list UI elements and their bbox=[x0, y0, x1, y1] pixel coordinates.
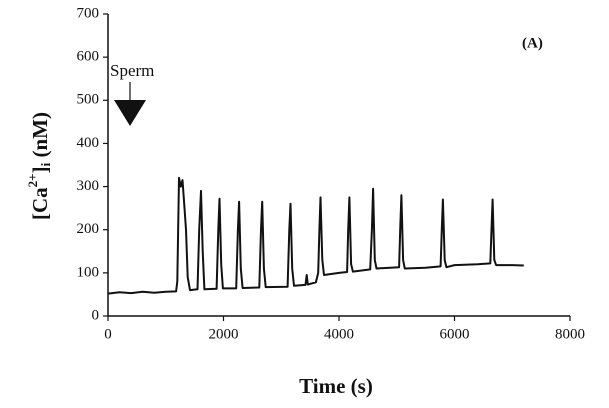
y-tick-label: 300 bbox=[77, 178, 100, 194]
y-tick-label: 0 bbox=[92, 307, 100, 323]
y-axis-label: [Ca2+]i (nM) bbox=[25, 112, 53, 220]
y-label-sub: i bbox=[38, 162, 53, 166]
y-label-part: ] bbox=[28, 166, 52, 173]
panel-label: (A) bbox=[522, 35, 543, 51]
y-tick-label: 100 bbox=[77, 264, 100, 280]
y-tick-label: 200 bbox=[77, 221, 100, 237]
data-line bbox=[107, 176, 524, 295]
y-tick-label: 600 bbox=[77, 49, 100, 65]
x-tick-label: 2000 bbox=[209, 326, 239, 342]
y-label-part: [Ca bbox=[28, 187, 52, 220]
x-tick-label: 6000 bbox=[440, 326, 470, 342]
y-tick-label: 700 bbox=[77, 5, 100, 21]
x-axis-label: Time (s) bbox=[299, 374, 373, 398]
arrow-head bbox=[114, 100, 146, 126]
y-tick-label: 500 bbox=[77, 92, 100, 108]
y-label-sup: 2+ bbox=[25, 173, 40, 187]
x-tick-label: 0 bbox=[104, 326, 112, 342]
x-tick-label: 8000 bbox=[555, 326, 585, 342]
annotation: Sperm bbox=[110, 61, 154, 80]
y-label-part: (nM) bbox=[28, 112, 52, 163]
y-tick-label: 400 bbox=[77, 135, 100, 151]
x-tick-label: 4000 bbox=[324, 326, 354, 342]
